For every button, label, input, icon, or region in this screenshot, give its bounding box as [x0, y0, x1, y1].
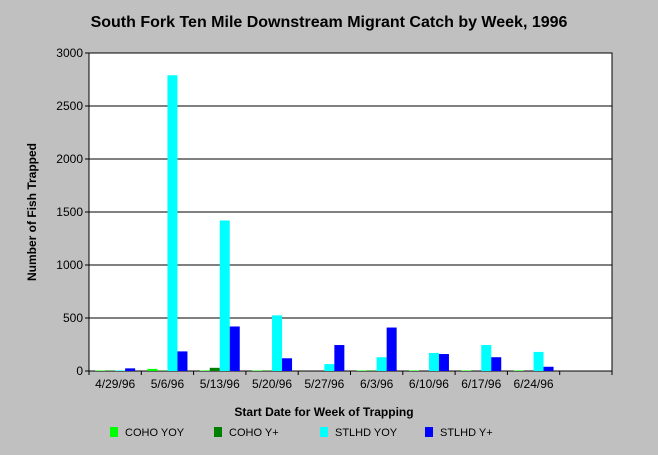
- legend-label: STLHD YOY: [335, 427, 398, 439]
- bar: [95, 370, 106, 371]
- bar: [282, 358, 293, 371]
- bar: [533, 351, 544, 371]
- legend-label: COHO Y+: [229, 427, 279, 439]
- x-tick-label: 5/6/96: [151, 377, 185, 391]
- x-tick-label: 6/24/96: [514, 377, 554, 391]
- bar: [147, 368, 158, 371]
- x-tick-label: 5/13/96: [200, 377, 240, 391]
- chart-title: South Fork Ten Mile Downstream Migrant C…: [91, 14, 568, 31]
- bar: [324, 364, 335, 371]
- x-tick-label: 6/10/96: [409, 377, 449, 391]
- legend-swatch: [425, 427, 433, 437]
- bar: [491, 357, 502, 371]
- bar: [252, 370, 263, 371]
- bar: [167, 75, 178, 371]
- x-tick-label: 6/17/96: [461, 377, 501, 391]
- bar: [366, 370, 377, 371]
- y-tick-label: 3000: [56, 46, 83, 60]
- bar: [461, 370, 472, 371]
- bar: [513, 370, 524, 371]
- bar: [543, 366, 554, 371]
- bar: [334, 345, 345, 371]
- bar: [438, 354, 449, 371]
- bar: [115, 370, 126, 371]
- bar: [157, 370, 168, 371]
- legend-swatch: [110, 427, 118, 437]
- axis-layer: 0 500 1000 1500 2000 2500 3000 4/29/96 5/6/96 5/1…: [56, 46, 613, 391]
- y-tick-label: 500: [63, 311, 83, 325]
- bar: [376, 357, 387, 371]
- bar: [386, 327, 397, 371]
- bar: [262, 370, 273, 371]
- y-tick-label: 2500: [56, 99, 83, 113]
- y-tick-label: 2000: [56, 152, 83, 166]
- legend-label: COHO YOY: [125, 427, 185, 439]
- bar-layer: [95, 75, 554, 371]
- bar: [356, 370, 367, 371]
- x-tick-label: 4/29/96: [95, 377, 135, 391]
- y-axis-title: Number of Fish Trapped: [25, 143, 39, 281]
- y-tick-label: 1000: [56, 258, 83, 272]
- x-axis-title: Start Date for Week of Trapping: [234, 405, 413, 419]
- legend-label: STLHD Y+: [440, 427, 493, 439]
- bar: [428, 352, 439, 371]
- bar: [177, 351, 188, 371]
- bar: [199, 370, 210, 371]
- bar: [219, 220, 230, 371]
- bar: [272, 315, 283, 371]
- bar: [209, 367, 220, 371]
- x-tick-label: 5/27/96: [304, 377, 344, 391]
- legend: COHO YOY COHO Y+ STLHD YOY STLHD Y+: [110, 427, 493, 439]
- x-tick-label: 5/20/96: [252, 377, 292, 391]
- bar: [481, 345, 492, 371]
- bar: [125, 368, 136, 371]
- bar: [408, 370, 419, 371]
- y-tick-label: 0: [76, 364, 83, 378]
- legend-swatch: [320, 427, 328, 437]
- y-tick-label: 1500: [56, 205, 83, 219]
- bar: [105, 370, 116, 371]
- bar: [229, 326, 240, 371]
- legend-swatch: [214, 427, 222, 437]
- x-tick-label: 6/3/96: [360, 377, 394, 391]
